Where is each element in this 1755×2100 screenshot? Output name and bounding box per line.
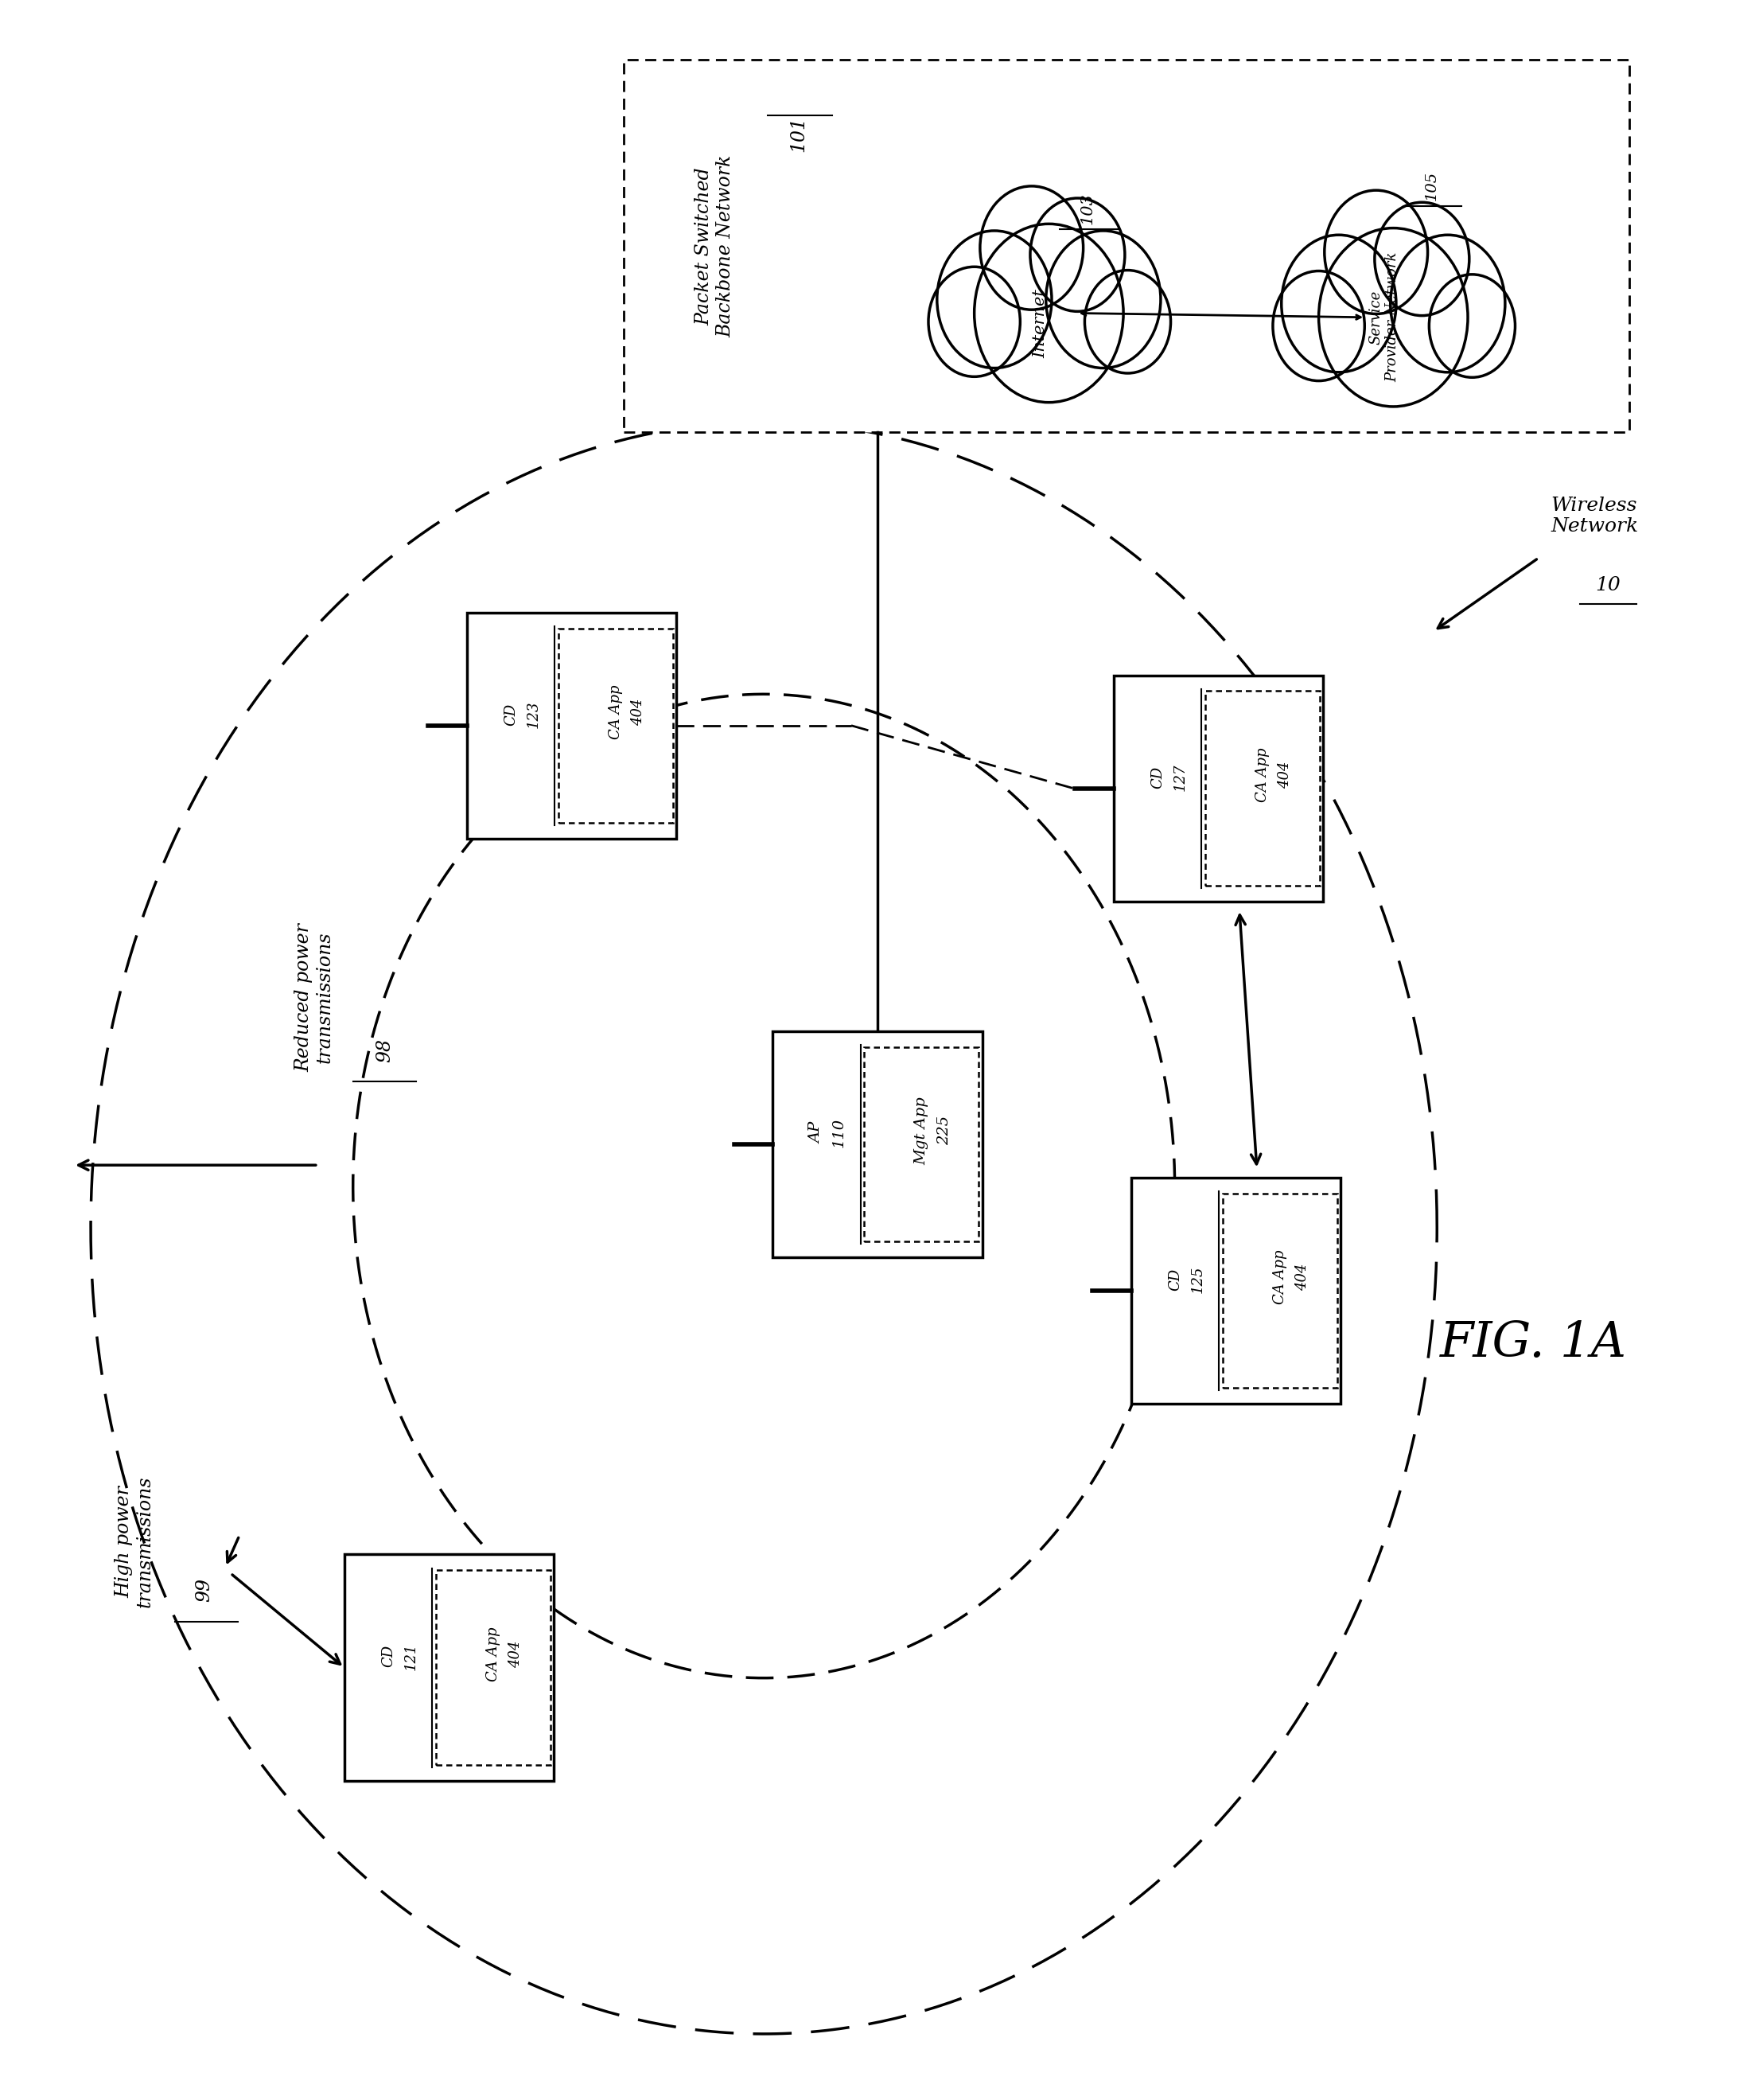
Circle shape: [1429, 275, 1515, 378]
Circle shape: [1318, 229, 1467, 407]
Text: CD: CD: [381, 1644, 395, 1667]
Text: 123: 123: [526, 701, 541, 729]
FancyBboxPatch shape: [863, 1048, 979, 1241]
FancyBboxPatch shape: [1206, 691, 1320, 886]
Text: Mgt App: Mgt App: [914, 1096, 928, 1166]
Text: 105: 105: [1425, 170, 1439, 200]
FancyBboxPatch shape: [772, 1031, 983, 1258]
Circle shape: [1281, 235, 1397, 372]
Text: CA App: CA App: [1255, 748, 1269, 802]
FancyBboxPatch shape: [558, 628, 672, 823]
FancyBboxPatch shape: [1113, 676, 1323, 901]
Text: CA App: CA App: [609, 685, 623, 739]
Circle shape: [1272, 271, 1365, 380]
FancyBboxPatch shape: [467, 613, 676, 838]
Circle shape: [1085, 271, 1171, 374]
Text: 125: 125: [1190, 1266, 1206, 1294]
FancyBboxPatch shape: [625, 59, 1629, 433]
FancyBboxPatch shape: [435, 1571, 551, 1764]
Text: Wireless
Network: Wireless Network: [1551, 496, 1637, 536]
Text: Service
Provider Network: Service Provider Network: [1369, 252, 1400, 382]
Circle shape: [1374, 202, 1469, 315]
FancyBboxPatch shape: [344, 1554, 555, 1781]
Text: CD: CD: [1151, 766, 1165, 788]
Text: AP: AP: [809, 1121, 823, 1144]
Text: 404: 404: [632, 697, 646, 727]
Text: 101: 101: [790, 116, 807, 153]
Text: High power
transmissions: High power transmissions: [114, 1476, 154, 1609]
Circle shape: [1325, 191, 1427, 313]
Circle shape: [937, 231, 1051, 368]
Text: 127: 127: [1172, 762, 1188, 792]
Text: FIG. 1A: FIG. 1A: [1439, 1319, 1627, 1367]
Text: Packet Switched
Backbone Network: Packet Switched Backbone Network: [695, 155, 735, 338]
Text: CA App: CA App: [486, 1628, 500, 1682]
Text: 404: 404: [1278, 760, 1292, 788]
Text: 110: 110: [832, 1117, 846, 1149]
Circle shape: [974, 225, 1123, 403]
Text: 121: 121: [404, 1642, 418, 1670]
Text: Reduced power
transmissions: Reduced power transmissions: [295, 924, 333, 1071]
Text: 99: 99: [195, 1579, 214, 1602]
Text: CA App: CA App: [1272, 1250, 1286, 1304]
Text: 103: 103: [1079, 193, 1095, 225]
Circle shape: [1390, 235, 1506, 372]
Circle shape: [1046, 231, 1160, 368]
Text: Internet: Internet: [1032, 290, 1048, 359]
FancyBboxPatch shape: [1223, 1193, 1337, 1388]
Text: 404: 404: [1295, 1264, 1309, 1291]
Text: CD: CD: [504, 704, 518, 724]
Circle shape: [979, 187, 1083, 309]
Text: 10: 10: [1595, 575, 1622, 594]
Circle shape: [928, 267, 1020, 376]
Text: 404: 404: [509, 1640, 523, 1667]
Text: 225: 225: [937, 1115, 951, 1144]
Text: CD: CD: [1167, 1268, 1183, 1291]
Text: 98: 98: [376, 1037, 393, 1063]
FancyBboxPatch shape: [1130, 1178, 1341, 1403]
Circle shape: [1030, 197, 1125, 311]
